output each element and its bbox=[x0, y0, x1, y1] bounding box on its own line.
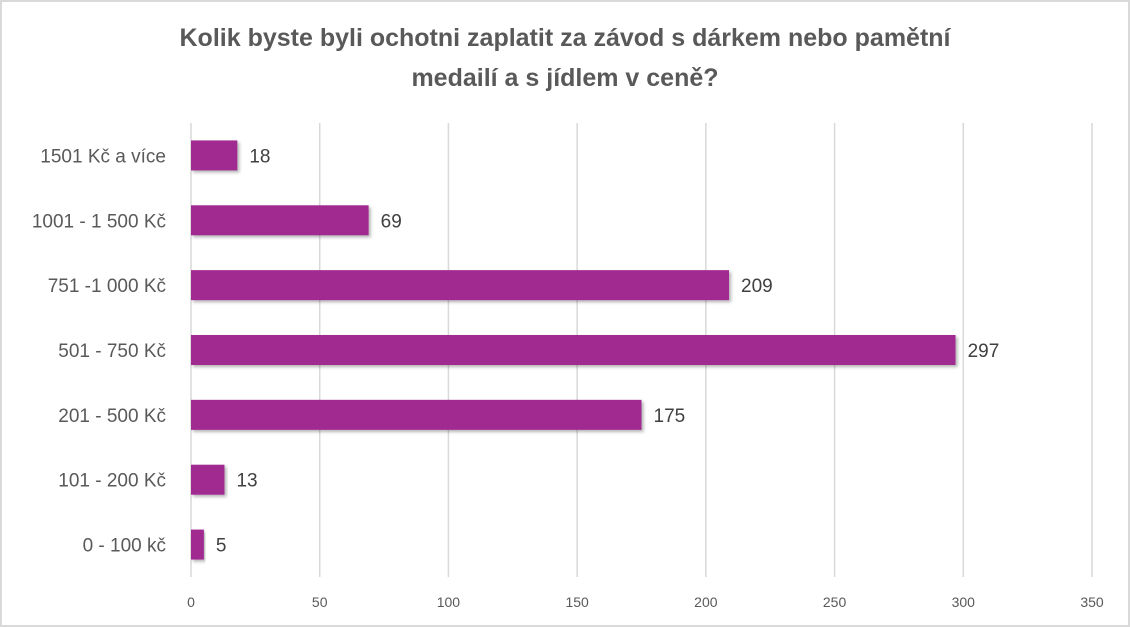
data-label: 297 bbox=[968, 341, 1000, 362]
category-label: 0 - 100 kč bbox=[83, 536, 166, 557]
x-tick-label: 300 bbox=[952, 594, 976, 610]
chart-title: Kolik byste byli ochotni zaplatit za záv… bbox=[0, 18, 1130, 98]
x-tick-label: 50 bbox=[312, 594, 328, 610]
category-label: 751 -1 000 Kč bbox=[48, 276, 166, 297]
category-label: 1501 Kč a více bbox=[40, 146, 166, 167]
bar bbox=[191, 335, 956, 365]
x-tick-label: 350 bbox=[1080, 594, 1104, 610]
bar bbox=[191, 270, 730, 301]
x-tick-label: 200 bbox=[694, 594, 718, 610]
data-label: 175 bbox=[654, 406, 686, 427]
bar bbox=[191, 529, 204, 560]
data-label: 5 bbox=[216, 536, 227, 557]
x-tick-label: 250 bbox=[823, 594, 847, 610]
data-label: 209 bbox=[741, 276, 773, 297]
bar bbox=[191, 205, 369, 236]
bar bbox=[191, 399, 642, 430]
data-label: 18 bbox=[249, 146, 270, 167]
category-label: 1001 - 1 500 Kč bbox=[32, 211, 166, 232]
chart-title-line-1: Kolik byste byli ochotni zaplatit za záv… bbox=[179, 24, 951, 52]
category-label: 201 - 500 Kč bbox=[58, 406, 166, 427]
data-label: 69 bbox=[381, 211, 402, 232]
data-label: 13 bbox=[236, 471, 257, 492]
x-tick-label: 0 bbox=[187, 594, 195, 610]
bar bbox=[191, 464, 225, 495]
chart-title-line-2: medailí a s jídlem v ceně? bbox=[411, 64, 719, 92]
category-label: 101 - 200 Kč bbox=[58, 471, 166, 492]
category-label: 501 - 750 Kč bbox=[58, 341, 166, 362]
bar bbox=[191, 140, 238, 171]
x-tick-label: 100 bbox=[437, 594, 461, 610]
x-tick-label: 150 bbox=[565, 594, 589, 610]
